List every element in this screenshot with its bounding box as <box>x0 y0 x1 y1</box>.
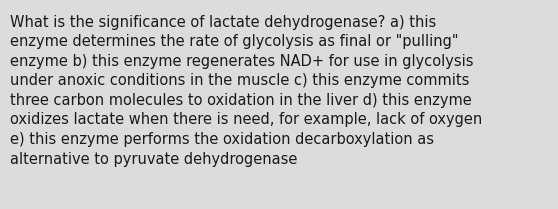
Text: What is the significance of lactate dehydrogenase? a) this
enzyme determines the: What is the significance of lactate dehy… <box>10 15 482 167</box>
